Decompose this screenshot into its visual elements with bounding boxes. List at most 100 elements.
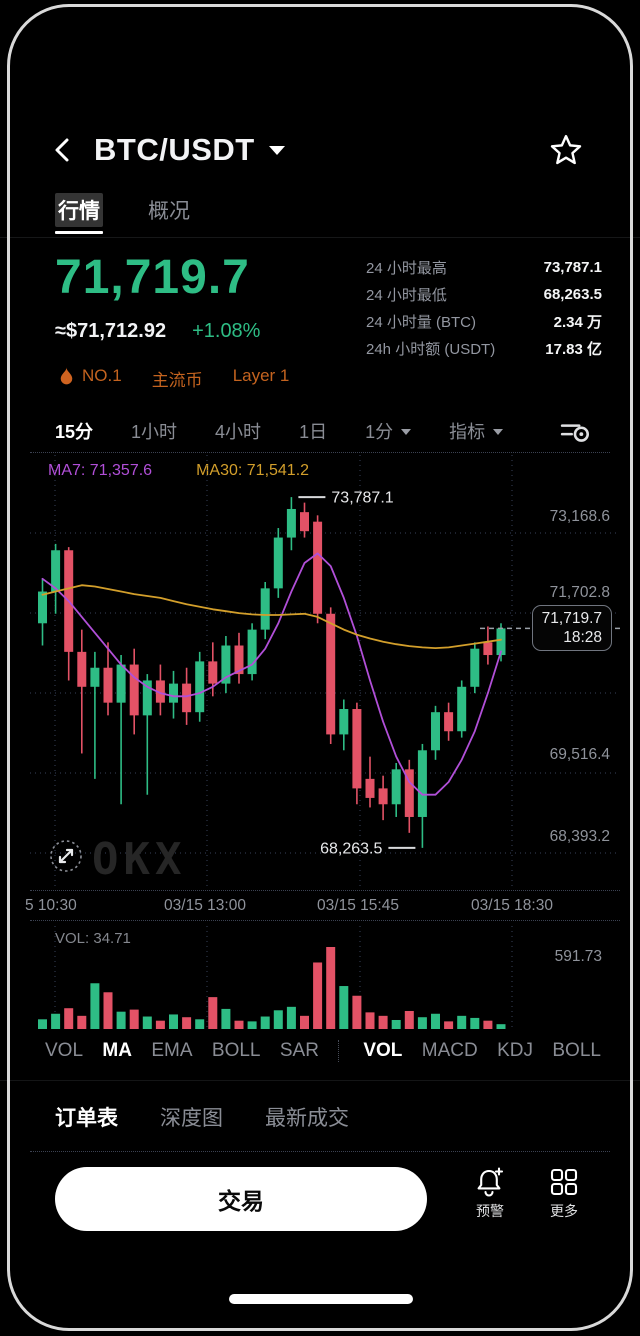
alert-button[interactable]: 预警 [458, 1166, 522, 1221]
divider [30, 452, 610, 453]
svg-text:68,263.5: 68,263.5 [320, 840, 382, 857]
chart-settings-button[interactable] [560, 418, 592, 446]
stat-label: 24h 小时额 (USDT) [366, 341, 496, 358]
timeframe-label: 15分 [55, 422, 94, 442]
timeframe-tab[interactable]: 1分 [365, 418, 412, 444]
indicator-settings-icon [560, 424, 590, 442]
timeframe-label: 指标 [449, 422, 486, 442]
back-button[interactable] [46, 133, 80, 167]
active-tab-indicator [55, 231, 103, 234]
badge[interactable]: NO.1 [82, 366, 122, 385]
timeframe-tab[interactable]: 1小时 [131, 418, 177, 444]
bell-plus-icon [477, 1167, 504, 1197]
chevron-left-icon [55, 138, 69, 162]
chevron-down-icon [401, 428, 412, 440]
indicator-tab[interactable]: VOL [338, 1040, 402, 1062]
indicator-tab[interactable]: VOL [45, 1040, 84, 1061]
chevron-down-icon [268, 145, 285, 163]
okx-watermark: OKX [92, 834, 187, 885]
trade-button[interactable]: 交易 [55, 1167, 427, 1231]
token-badges: NO.1 主流币 Layer 1 [82, 366, 289, 391]
timeframe-label: 4小时 [215, 422, 262, 442]
tab[interactable]: 行情 [55, 193, 103, 227]
stat-label: 24 小时最低 [366, 287, 447, 304]
star-icon [550, 134, 582, 165]
alert-label: 预警 [476, 1203, 504, 1219]
price-axis-label: 69,516.4 [549, 746, 610, 763]
badge[interactable]: 主流币 [151, 371, 203, 390]
indicator-tab[interactable]: BOLL [552, 1040, 601, 1061]
tab[interactable]: 概况 [148, 200, 190, 223]
more-button[interactable]: 更多 [532, 1166, 596, 1221]
badge[interactable]: Layer 1 [232, 366, 290, 385]
indicator-tab[interactable]: MA [102, 1040, 132, 1061]
timeframe-label: 1小时 [131, 422, 178, 442]
last-price-tag-time: 18:28 [563, 629, 602, 647]
stat-value: 73,787.1 [543, 259, 602, 276]
order-tab[interactable]: 深度图 [160, 1107, 223, 1130]
price-axis-label: 71,702.8 [549, 584, 610, 601]
volume-current-label: VOL: 34.71 [55, 930, 131, 947]
price-axis-label: 68,393.2 [549, 828, 610, 845]
fiat-price: ≈$71,712.92 [55, 320, 167, 342]
timeframe-label: 1日 [299, 422, 328, 442]
time-axis-label: 03/15 13:00 [164, 897, 246, 914]
stat-row: 24 小时最低 68,263.5 [366, 281, 602, 308]
favorite-button[interactable] [548, 133, 584, 169]
price-axis-label: 73,168.6 [549, 508, 610, 525]
indicator-tabs: VOL MA EMA BOLL SAR VOL MACD KDJ BOLL [45, 1040, 601, 1062]
expand-icon [50, 840, 82, 872]
stat-row: 24 小时量 (BTC) 2.34 万 [366, 308, 602, 335]
volume-chart[interactable] [30, 922, 620, 1034]
timeframe-label: 1分 [365, 422, 394, 442]
order-tabs: 订单表 深度图 最新成交 [55, 1102, 349, 1132]
grid-icon [550, 1168, 578, 1196]
more-label: 更多 [550, 1203, 578, 1219]
last-price-tag-price: 71,719.7 [541, 610, 602, 628]
flame-icon [58, 366, 75, 392]
price-change-percent: +1.08% [192, 320, 261, 342]
time-axis-label: 03/15 18:30 [471, 897, 553, 914]
fiat-row: ≈$71,712.92 +1.08% [55, 320, 260, 343]
timeframe-tab[interactable]: 1日 [299, 418, 327, 444]
time-axis-label: 03/15 15:45 [317, 897, 399, 914]
timeframe-tab[interactable]: 指标 [449, 418, 504, 444]
indicator-tab[interactable]: EMA [151, 1040, 193, 1061]
stats-panel: 24 小时最高 73,787.1 24 小时最低 68,263.5 24 小时量… [366, 254, 602, 362]
last-price: 71,719.7 [55, 251, 250, 304]
ma-labels: MA7: 71,357.6 MA30: 71,541.2 [48, 462, 309, 480]
market-overview-tabs: 行情 概况 [55, 193, 193, 227]
fullscreen-button[interactable] [48, 838, 84, 874]
timeframe-tab[interactable]: 15分 [55, 418, 93, 444]
stat-label: 24 小时量 (BTC) [366, 314, 477, 331]
divider [0, 1080, 640, 1081]
time-axis: 5 10:30 03/15 13:00 03/15 15:45 03/15 18:30 [25, 890, 620, 921]
stat-row: 24h 小时额 (USDT) 17.83 亿 [366, 335, 602, 362]
divider [30, 1151, 610, 1152]
timeframe-tabs: 15分 1小时 4小时 1日 1分 指标 [55, 415, 603, 447]
stat-label: 24 小时最高 [366, 260, 447, 277]
time-axis-label: 5 10:30 [25, 897, 77, 914]
divider [0, 237, 640, 238]
chevron-down-icon [493, 428, 504, 440]
ma30-label: MA30: 71,541.2 [196, 462, 310, 479]
svg-text:73,787.1: 73,787.1 [331, 490, 393, 507]
home-indicator[interactable] [229, 1294, 413, 1304]
indicator-tab[interactable]: BOLL [211, 1040, 261, 1061]
ma7-label: MA7: 71,357.6 [48, 462, 153, 479]
volume-max-label: 591.73 [554, 948, 602, 965]
indicator-tab[interactable]: KDJ [497, 1040, 533, 1061]
pair-selector[interactable]: BTC/USDT [94, 130, 285, 170]
stat-row: 24 小时最高 73,787.1 [366, 254, 602, 281]
stat-value: 2.34 万 [553, 314, 602, 331]
last-price-tag: 71,719.7 18:28 [531, 605, 612, 652]
timeframe-tab[interactable]: 4小时 [215, 418, 261, 444]
indicator-tab[interactable]: MACD [421, 1040, 478, 1061]
order-tab[interactable]: 最新成交 [265, 1107, 349, 1130]
indicator-tab[interactable]: SAR [279, 1040, 319, 1061]
candlestick-chart[interactable]: 73,787.1 68,263.5 [30, 455, 620, 890]
order-tab[interactable]: 订单表 [55, 1107, 118, 1130]
page-title: BTC/USDT [94, 132, 255, 167]
stat-value: 17.83 亿 [545, 341, 602, 358]
stat-value: 68,263.5 [543, 286, 602, 303]
